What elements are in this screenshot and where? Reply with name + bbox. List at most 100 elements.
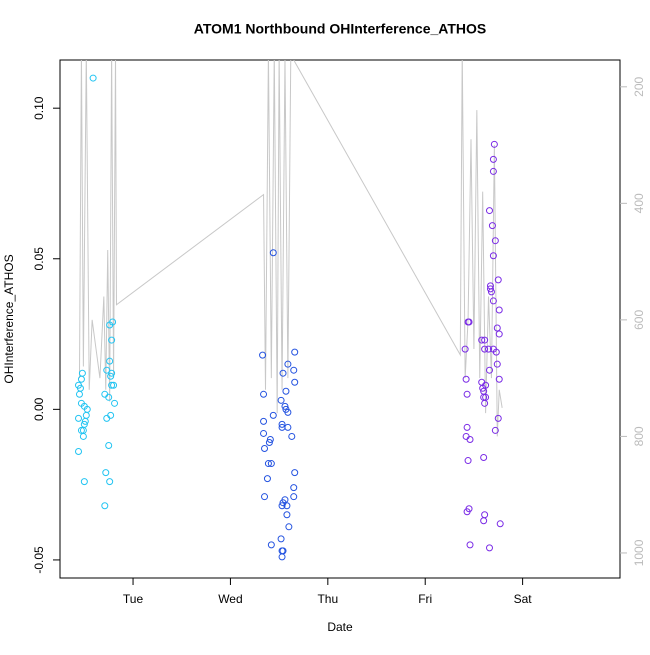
y-tick-label: 0.00: [32, 397, 46, 421]
point: [78, 369, 86, 377]
point: [291, 469, 299, 477]
x-tick-label: Thu: [317, 592, 338, 606]
point: [494, 414, 502, 422]
point: [291, 348, 299, 356]
point: [105, 441, 113, 449]
point: [466, 541, 474, 549]
point: [260, 390, 268, 398]
point: [108, 336, 116, 344]
point: [279, 369, 287, 377]
point: [106, 478, 114, 486]
point: [481, 345, 489, 353]
point: [109, 318, 117, 326]
point: [278, 420, 286, 428]
point: [269, 249, 277, 257]
x-tick-label: Tue: [123, 592, 144, 606]
point: [466, 435, 474, 443]
x-tick-label: Sat: [514, 592, 533, 606]
point: [489, 252, 497, 260]
y2-tick-label: 1000: [632, 539, 646, 566]
point: [489, 155, 497, 163]
point: [290, 493, 298, 501]
point: [291, 378, 299, 386]
point: [106, 357, 114, 365]
y-tick-label: 0.05: [32, 247, 46, 271]
point: [285, 523, 293, 531]
point: [481, 511, 489, 519]
point: [259, 351, 267, 359]
point: [463, 390, 471, 398]
point: [290, 366, 298, 374]
point: [480, 454, 488, 462]
point: [107, 411, 115, 419]
point: [103, 414, 111, 422]
point: [266, 435, 274, 443]
point: [108, 381, 116, 389]
point: [75, 414, 83, 422]
point: [461, 345, 469, 353]
point: [278, 502, 286, 510]
point: [493, 360, 501, 368]
point: [492, 348, 500, 356]
point: [485, 544, 493, 552]
x-axis-label: Date: [327, 620, 353, 634]
point: [480, 517, 488, 525]
point: [75, 390, 83, 398]
point: [105, 393, 113, 401]
x-tick-label: Wed: [218, 592, 242, 606]
point: [101, 390, 109, 398]
point: [462, 432, 470, 440]
point: [495, 306, 503, 314]
point: [77, 426, 85, 434]
point: [80, 478, 88, 486]
point: [462, 375, 470, 383]
point: [89, 74, 97, 82]
point: [487, 288, 495, 296]
point: [485, 366, 493, 374]
point: [489, 297, 497, 305]
point: [77, 375, 85, 383]
point: [265, 438, 273, 446]
point: [261, 493, 269, 501]
point: [284, 423, 292, 431]
point: [288, 432, 296, 440]
point: [283, 502, 291, 510]
point: [79, 432, 87, 440]
point: [101, 502, 109, 510]
y2-tick-label: 200: [632, 76, 646, 96]
point: [111, 399, 119, 407]
point: [75, 448, 83, 456]
point: [493, 324, 501, 332]
point: [478, 336, 486, 344]
point: [481, 399, 489, 407]
point: [491, 426, 499, 434]
line: [78, 60, 503, 437]
point: [269, 411, 277, 419]
point: [465, 318, 473, 326]
point: [490, 140, 498, 148]
point: [107, 372, 115, 380]
point: [282, 387, 290, 395]
y-tick-label: -0.05: [32, 546, 46, 574]
point: [284, 360, 292, 368]
point: [260, 417, 268, 425]
point: [261, 445, 269, 452]
point: [495, 375, 503, 383]
point: [108, 369, 116, 377]
point: [485, 345, 493, 353]
point: [479, 384, 487, 392]
plot-box: [59, 59, 621, 579]
point: [486, 285, 494, 293]
point: [264, 460, 272, 468]
point: [283, 511, 291, 519]
y2-tick-label: 800: [632, 426, 646, 446]
plot-area: [75, 60, 504, 561]
point: [488, 222, 496, 230]
x-tick-label: Fri: [418, 592, 432, 606]
point: [463, 423, 471, 431]
point: [463, 508, 471, 516]
point: [489, 167, 497, 175]
point: [103, 366, 111, 374]
point: [263, 475, 271, 483]
y2-tick-label: 600: [632, 310, 646, 330]
